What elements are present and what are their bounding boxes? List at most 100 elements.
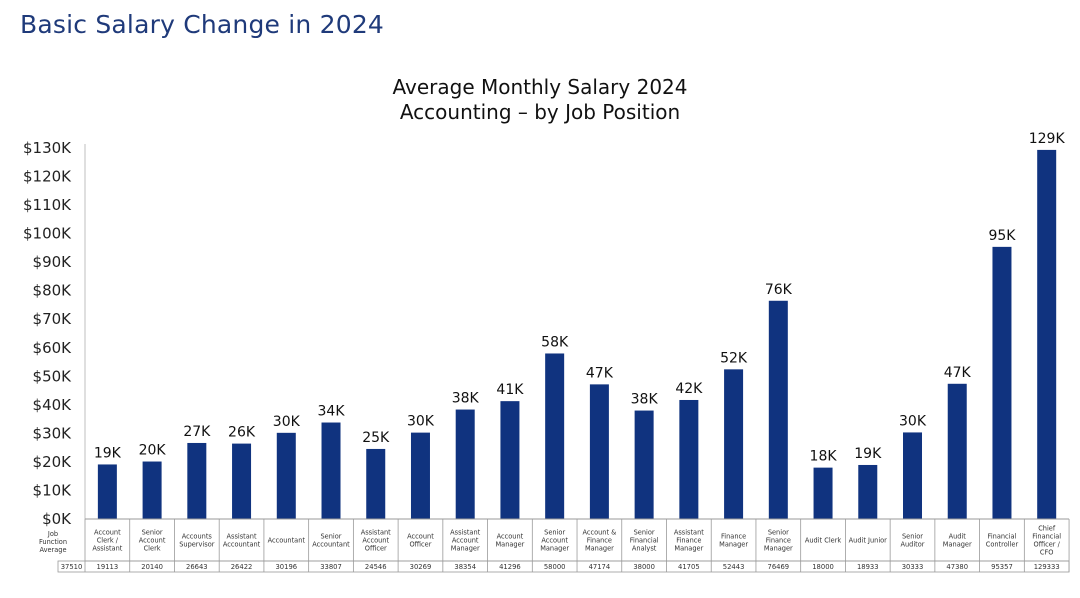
data-label: 129K bbox=[1029, 131, 1066, 147]
row-value: 129333 bbox=[1034, 563, 1060, 571]
bar bbox=[634, 410, 654, 519]
category-label: Senior Auditor bbox=[900, 533, 924, 549]
data-label: 38K bbox=[631, 392, 659, 408]
row-value: 30333 bbox=[902, 563, 924, 571]
row-value: 41296 bbox=[499, 563, 521, 571]
y-tick-label: $130K bbox=[23, 139, 72, 157]
bar bbox=[992, 246, 1012, 520]
row-value: 19113 bbox=[97, 563, 119, 571]
category-label: Senior Account Manager bbox=[540, 529, 569, 553]
data-label: 19K bbox=[94, 445, 122, 461]
row-header-value: 37510 bbox=[61, 563, 83, 571]
bar bbox=[903, 432, 923, 519]
category-label: Audit Clerk bbox=[805, 537, 842, 545]
row-value: 33807 bbox=[320, 563, 342, 571]
row-value: 95357 bbox=[991, 563, 1013, 571]
category-label: Senior Accountant bbox=[312, 533, 350, 549]
bar bbox=[500, 401, 520, 519]
bar bbox=[813, 467, 833, 519]
category-label: Account Officer bbox=[407, 533, 434, 549]
chart-title-line-1: Average Monthly Salary 2024 bbox=[392, 75, 688, 99]
bar bbox=[321, 422, 341, 519]
category-label: Assistant Accountant bbox=[223, 533, 261, 549]
row-value: 52443 bbox=[723, 563, 745, 571]
data-label: 47K bbox=[586, 365, 614, 381]
category-label: Accountant bbox=[268, 537, 306, 545]
row-value: 26422 bbox=[231, 563, 253, 571]
category-label: Senior Account Clerk bbox=[139, 529, 166, 553]
page-title: Basic Salary Change in 2024 bbox=[20, 10, 385, 39]
category-label: Financial Controller bbox=[986, 533, 1019, 549]
row-value: 41705 bbox=[678, 563, 700, 571]
chart-title-line-2: Accounting – by Job Position bbox=[399, 100, 681, 124]
y-tick-label: $100K bbox=[23, 225, 72, 243]
category-label: Senior Finance Manager bbox=[764, 529, 793, 553]
data-label: 52K bbox=[720, 350, 748, 366]
bar bbox=[97, 464, 117, 519]
row-value: 24546 bbox=[365, 563, 387, 571]
row-value: 58000 bbox=[544, 563, 566, 571]
chart-title: Average Monthly Salary 2024 Accounting –… bbox=[300, 75, 780, 125]
y-tick-label: $40K bbox=[33, 396, 73, 414]
category-label: Finance Manager bbox=[719, 533, 748, 549]
bar bbox=[947, 383, 967, 519]
bar bbox=[679, 399, 699, 519]
bar bbox=[858, 464, 878, 519]
row-header-label: Job Function Average bbox=[39, 530, 67, 554]
bar bbox=[142, 461, 162, 519]
category-label: Account & Finance Manager bbox=[582, 529, 616, 553]
category-label: Chief Financial Officer / CFO bbox=[1032, 525, 1061, 557]
data-label: 34K bbox=[318, 404, 346, 420]
y-tick-label: $70K bbox=[33, 310, 73, 328]
data-label: 41K bbox=[496, 382, 524, 398]
data-label: 95K bbox=[988, 228, 1016, 244]
category-label: Audit Manager bbox=[943, 533, 972, 549]
data-label: 30K bbox=[273, 414, 301, 430]
bar bbox=[187, 442, 207, 519]
y-tick-label: $110K bbox=[23, 196, 72, 214]
y-tick-label: $30K bbox=[33, 424, 73, 442]
data-label: 47K bbox=[944, 365, 972, 381]
y-tick-label: $80K bbox=[33, 282, 73, 300]
data-label: 42K bbox=[675, 381, 703, 397]
bar bbox=[768, 300, 788, 519]
data-label: 30K bbox=[899, 413, 927, 429]
data-label: 19K bbox=[854, 446, 882, 462]
row-value: 18000 bbox=[812, 563, 834, 571]
category-label: Audit Junior bbox=[849, 537, 888, 545]
y-tick-label: $50K bbox=[33, 367, 73, 385]
row-value: 18933 bbox=[857, 563, 879, 571]
bar bbox=[232, 443, 252, 519]
row-value: 38000 bbox=[633, 563, 655, 571]
bar bbox=[410, 432, 430, 519]
bar bbox=[276, 432, 296, 519]
y-tick-label: $20K bbox=[33, 453, 73, 471]
data-label: 27K bbox=[183, 424, 211, 440]
y-tick-label: $90K bbox=[33, 253, 73, 271]
data-label: 26K bbox=[228, 425, 256, 441]
bar bbox=[455, 409, 475, 519]
data-label: 25K bbox=[362, 430, 390, 446]
data-label: 20K bbox=[139, 443, 167, 459]
data-label: 38K bbox=[452, 391, 480, 407]
row-value: 30269 bbox=[410, 563, 432, 571]
row-value: 76469 bbox=[768, 563, 790, 571]
row-value: 38354 bbox=[454, 563, 476, 571]
category-label: Assistant Finance Manager bbox=[674, 529, 704, 553]
row-value: 26643 bbox=[186, 563, 208, 571]
category-label: Assistant Account Manager bbox=[450, 529, 480, 553]
data-label: 58K bbox=[541, 334, 569, 350]
data-label: 30K bbox=[407, 414, 435, 430]
row-value: 30196 bbox=[275, 563, 297, 571]
y-tick-label: $10K bbox=[33, 481, 73, 499]
bar bbox=[724, 369, 744, 519]
category-label: Account Clerk / Assistant bbox=[92, 529, 122, 553]
row-value: 47380 bbox=[946, 563, 968, 571]
data-label: 76K bbox=[765, 282, 793, 298]
bar bbox=[366, 448, 386, 519]
bar bbox=[545, 353, 565, 519]
y-tick-label: $60K bbox=[33, 339, 73, 357]
y-tick-label: $0K bbox=[42, 510, 72, 528]
bar bbox=[1037, 149, 1057, 520]
